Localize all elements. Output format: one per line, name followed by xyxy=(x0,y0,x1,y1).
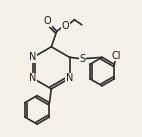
Text: O: O xyxy=(43,16,51,26)
Text: Cl: Cl xyxy=(112,51,121,61)
Text: S: S xyxy=(79,54,85,64)
Text: O: O xyxy=(62,21,69,31)
Text: N: N xyxy=(29,73,37,83)
Text: N: N xyxy=(29,52,37,62)
Text: N: N xyxy=(66,73,73,83)
